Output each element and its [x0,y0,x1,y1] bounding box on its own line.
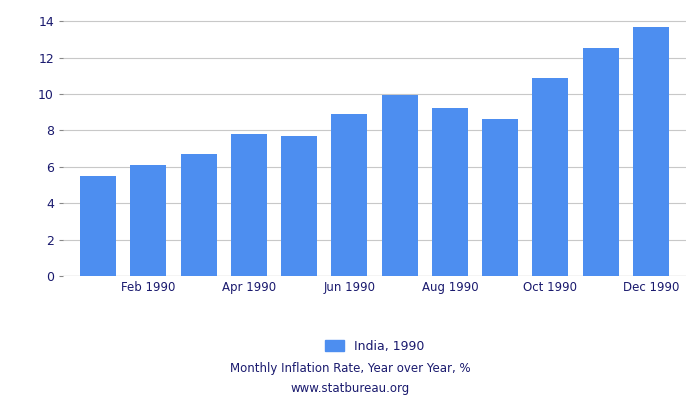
Bar [80,176,116,276]
Bar [633,26,669,276]
Bar [181,154,217,276]
Bar [382,95,418,276]
Bar [331,114,368,276]
Bar [432,108,468,276]
Legend: India, 1990: India, 1990 [320,335,429,358]
Bar [130,165,167,276]
Bar [582,48,619,276]
Bar [281,136,317,276]
Bar [532,78,568,276]
Bar [231,134,267,276]
Text: www.statbureau.org: www.statbureau.org [290,382,410,395]
Text: Monthly Inflation Rate, Year over Year, %: Monthly Inflation Rate, Year over Year, … [230,362,470,375]
Bar [482,120,518,276]
